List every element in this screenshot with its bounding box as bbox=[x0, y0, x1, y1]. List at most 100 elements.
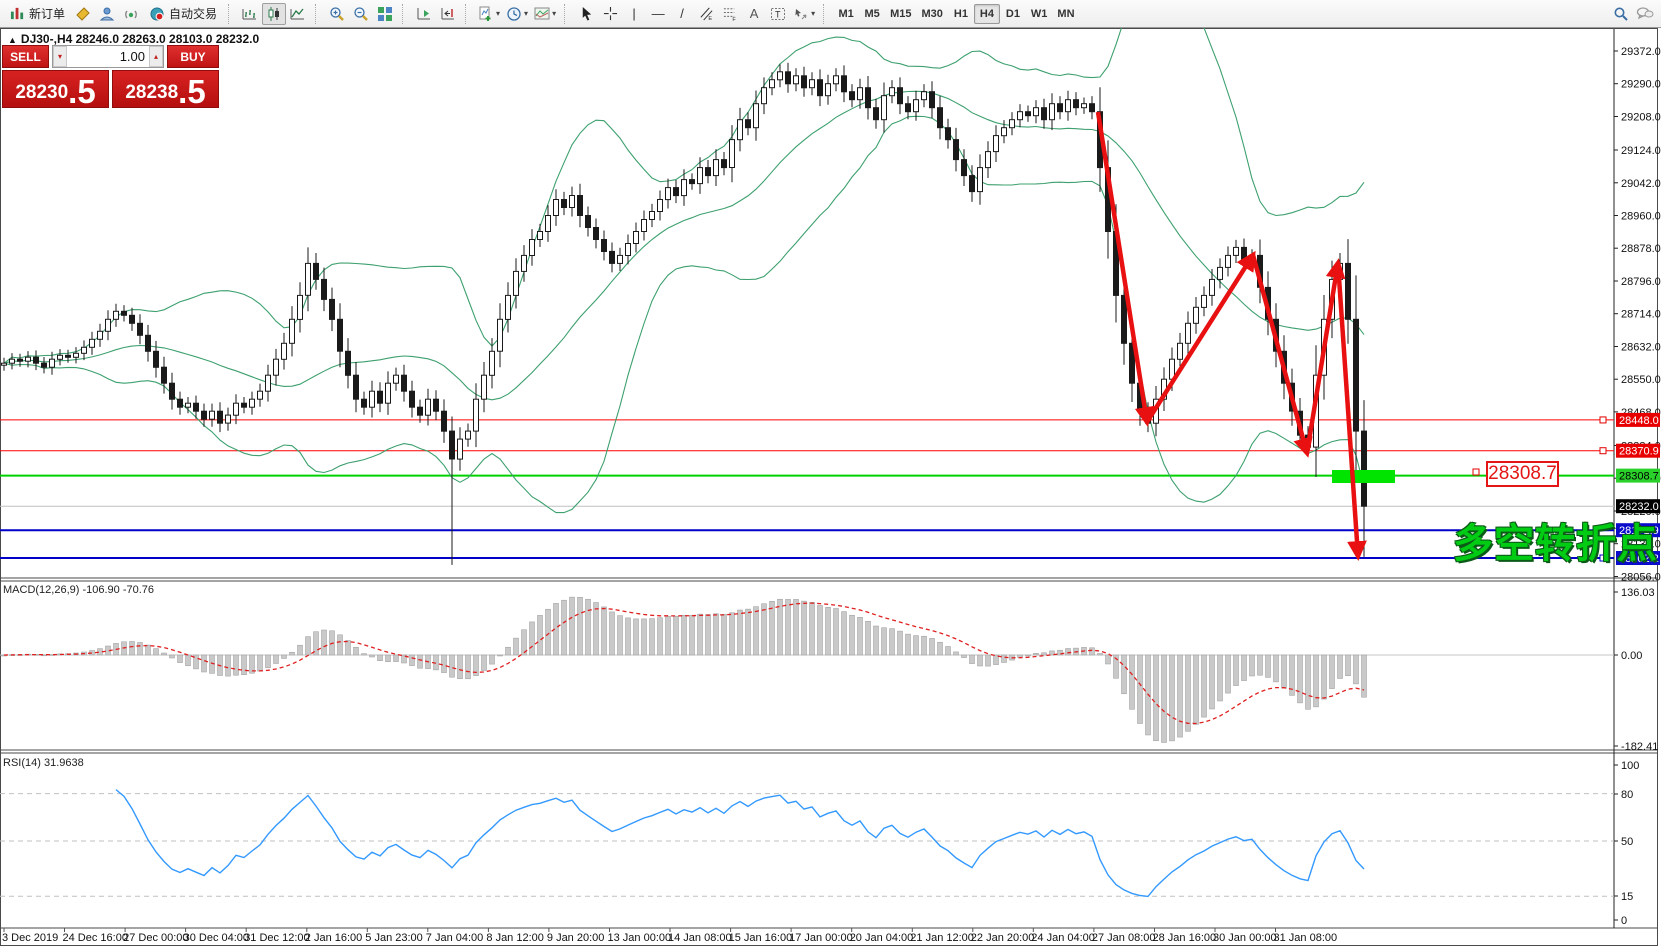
svg-text:5 Jan 23:00: 5 Jan 23:00 bbox=[365, 932, 423, 944]
zoom-group bbox=[325, 2, 397, 26]
svg-text:20 Jan 04:00: 20 Jan 04:00 bbox=[850, 932, 914, 944]
svg-text:7 Jan 04:00: 7 Jan 04:00 bbox=[426, 932, 484, 944]
arrows-tool-button[interactable]: ▾ bbox=[790, 3, 818, 25]
cursor-tool-button[interactable] bbox=[574, 3, 598, 25]
buy-price-display[interactable]: 28238.5 bbox=[112, 70, 219, 108]
buy-button[interactable]: BUY bbox=[167, 45, 219, 68]
line-chart-button[interactable] bbox=[286, 3, 310, 25]
line-chart-icon bbox=[290, 8, 305, 19]
timeframe-group: M1 M5 M15 M30 H1 H4 D1 W1 MN bbox=[833, 2, 1079, 26]
toolbar-separator bbox=[564, 3, 569, 24]
svg-text:27 Jan 08:00: 27 Jan 08:00 bbox=[1092, 932, 1156, 944]
volume-input[interactable] bbox=[67, 46, 149, 67]
svg-text:29208.0: 29208.0 bbox=[1621, 112, 1661, 124]
clock-icon bbox=[507, 6, 521, 21]
equidistant-channel-icon: E bbox=[700, 7, 713, 21]
auto-trading-button[interactable]: 自动交易 bbox=[143, 3, 223, 25]
text-label-icon: T bbox=[771, 7, 786, 20]
sell-price-display[interactable]: 28230.5 bbox=[2, 70, 109, 108]
zoom-in-icon bbox=[330, 6, 344, 21]
svg-text:29124.0: 29124.0 bbox=[1621, 145, 1661, 157]
timeframe-m30-button[interactable]: M30 bbox=[921, 7, 943, 20]
svg-text:F: F bbox=[732, 17, 736, 21]
svg-text:22 Jan 20:00: 22 Jan 20:00 bbox=[971, 932, 1035, 944]
svg-text:24 Dec 16:00: 24 Dec 16:00 bbox=[63, 932, 128, 944]
svg-text:28632.0: 28632.0 bbox=[1621, 342, 1661, 354]
svg-text:28 Jan 16:00: 28 Jan 16:00 bbox=[1153, 932, 1217, 944]
svg-text:29290.0: 29290.0 bbox=[1621, 79, 1661, 91]
svg-text:24 Jan 04:00: 24 Jan 04:00 bbox=[1031, 932, 1095, 944]
text-tool-button[interactable]: A bbox=[742, 3, 766, 25]
chart-title: ▲ DJ30-,H4 28246.0 28263.0 28103.0 28232.… bbox=[8, 32, 260, 46]
svg-text:27 Dec 00:00: 27 Dec 00:00 bbox=[123, 932, 188, 944]
arrow-objects-icon bbox=[795, 8, 807, 19]
fibonacci-icon: F bbox=[723, 8, 736, 21]
svg-text:14 Jan 08:00: 14 Jan 08:00 bbox=[668, 932, 732, 944]
new-order-button[interactable]: 新订单 bbox=[4, 3, 71, 25]
horizontal-line-icon: — bbox=[651, 6, 665, 21]
timeframe-mn-button[interactable]: MN bbox=[1057, 7, 1075, 20]
timeframe-m15-button[interactable]: M15 bbox=[890, 7, 912, 20]
svg-text:31 Jan 08:00: 31 Jan 08:00 bbox=[1274, 932, 1338, 944]
zoom-in-button[interactable] bbox=[325, 3, 349, 25]
zoom-out-button[interactable] bbox=[349, 3, 373, 25]
rsi-label: RSI(14) 31.9638 bbox=[3, 757, 84, 769]
svg-text:50: 50 bbox=[1621, 836, 1633, 848]
svg-text:0: 0 bbox=[1621, 915, 1627, 927]
candlestick-chart-button[interactable] bbox=[262, 2, 287, 25]
timeframe-d1-button[interactable]: D1 bbox=[1005, 7, 1020, 20]
text-icon: A bbox=[749, 6, 759, 21]
label-tool-button[interactable]: T bbox=[766, 3, 790, 25]
templates-button[interactable]: ▾ bbox=[531, 3, 559, 25]
svg-text:30 Jan 00:00: 30 Jan 00:00 bbox=[1213, 932, 1277, 944]
volume-decrease-button[interactable]: ▾ bbox=[53, 46, 67, 67]
volume-increase-button[interactable]: ▴ bbox=[149, 46, 163, 67]
indicators-button[interactable]: ▾ bbox=[475, 3, 503, 25]
svg-text:T: T bbox=[775, 9, 781, 19]
svg-text:0.00: 0.00 bbox=[1621, 650, 1642, 662]
timeframe-w1-button[interactable]: W1 bbox=[1030, 7, 1048, 20]
drawing-tools-group: | — / E F A T ▾ bbox=[574, 2, 818, 26]
timeframe-m1-button[interactable]: M1 bbox=[838, 7, 854, 20]
toolbar-trade-group: 新订单 自动交易 bbox=[4, 2, 223, 26]
search-button[interactable] bbox=[1609, 3, 1633, 25]
svg-text:21 Jan 12:00: 21 Jan 12:00 bbox=[910, 932, 974, 944]
timeframe-h4-button[interactable]: H4 bbox=[973, 3, 1000, 24]
timeframe-h1-button[interactable]: H1 bbox=[953, 7, 968, 20]
toolbar-separator bbox=[315, 3, 320, 24]
trendline-tool-button[interactable]: / bbox=[670, 3, 694, 25]
svg-text:9 Jan 20:00: 9 Jan 20:00 bbox=[547, 932, 605, 944]
profile-button[interactable] bbox=[95, 3, 119, 25]
svg-text:-182.41: -182.41 bbox=[1621, 741, 1658, 753]
toolbar-separator bbox=[465, 3, 470, 24]
svg-text:100: 100 bbox=[1621, 760, 1639, 772]
market-watch-button[interactable] bbox=[71, 3, 95, 25]
chevron-down-icon: ▾ bbox=[524, 9, 529, 18]
svg-text:15: 15 bbox=[1621, 891, 1633, 903]
svg-text:28878.0: 28878.0 bbox=[1621, 243, 1661, 255]
sell-button[interactable]: SELL bbox=[2, 45, 49, 68]
tile-windows-button[interactable] bbox=[373, 3, 397, 25]
toolbar: 新订单 自动交易 bbox=[0, 0, 1661, 28]
channel-tool-button[interactable]: E bbox=[694, 3, 718, 25]
bar-chart-button[interactable] bbox=[238, 3, 262, 25]
chart-nav-group bbox=[412, 2, 460, 26]
horizontal-line-tool-button[interactable]: — bbox=[646, 3, 670, 25]
vertical-line-tool-button[interactable]: | bbox=[622, 3, 646, 25]
crosshair-tool-button[interactable] bbox=[598, 3, 622, 25]
periods-button[interactable]: ▾ bbox=[503, 3, 531, 25]
chat-button[interactable] bbox=[1633, 3, 1657, 25]
signals-button[interactable] bbox=[119, 3, 143, 25]
search-icon bbox=[1614, 7, 1628, 21]
chart-shift-button[interactable] bbox=[436, 3, 460, 25]
svg-text:8 Jan 12:00: 8 Jan 12:00 bbox=[486, 932, 544, 944]
fibonacci-tool-button[interactable]: F bbox=[718, 3, 742, 25]
chevron-down-icon: ▾ bbox=[496, 9, 501, 18]
auto-scroll-button[interactable] bbox=[412, 3, 436, 25]
price-callout-box: 28308.7 bbox=[1486, 461, 1559, 487]
chevron-down-icon: ▾ bbox=[552, 9, 557, 18]
timeframe-m5-button[interactable]: M5 bbox=[864, 7, 880, 20]
svg-text:2 Jan 16:00: 2 Jan 16:00 bbox=[305, 932, 363, 944]
